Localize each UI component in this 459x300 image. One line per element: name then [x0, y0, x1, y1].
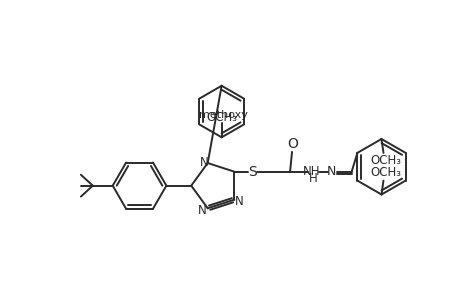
Text: H: H [308, 172, 317, 185]
Text: methoxy: methoxy [199, 110, 247, 121]
Text: NH: NH [302, 165, 320, 178]
Text: OCH₃: OCH₃ [206, 111, 237, 124]
Text: N: N [326, 165, 336, 178]
Text: OCH₃: OCH₃ [369, 154, 400, 167]
Text: N: N [198, 204, 207, 217]
Text: OCH₃: OCH₃ [369, 166, 400, 179]
Text: S: S [247, 165, 256, 179]
Text: O: O [287, 137, 298, 151]
Text: N: N [235, 195, 243, 208]
Text: N: N [200, 156, 209, 169]
